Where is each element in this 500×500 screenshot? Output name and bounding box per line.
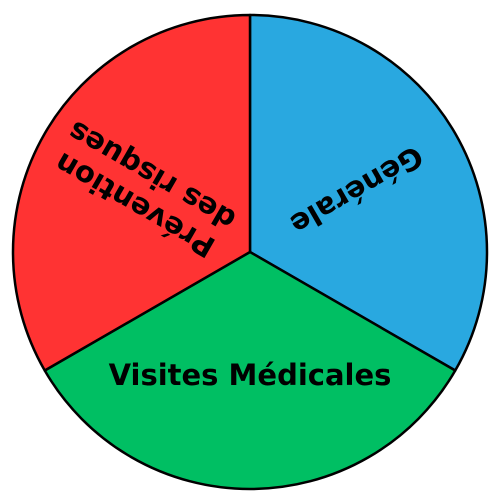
sector-2-label: Visites Médicales xyxy=(109,358,392,392)
wheel-sectors xyxy=(11,13,489,491)
sector-2-label-line-1: Visites Médicales xyxy=(109,358,392,392)
sector-3 xyxy=(11,13,252,372)
sector-2 xyxy=(43,250,457,491)
sector-1 xyxy=(248,13,489,372)
